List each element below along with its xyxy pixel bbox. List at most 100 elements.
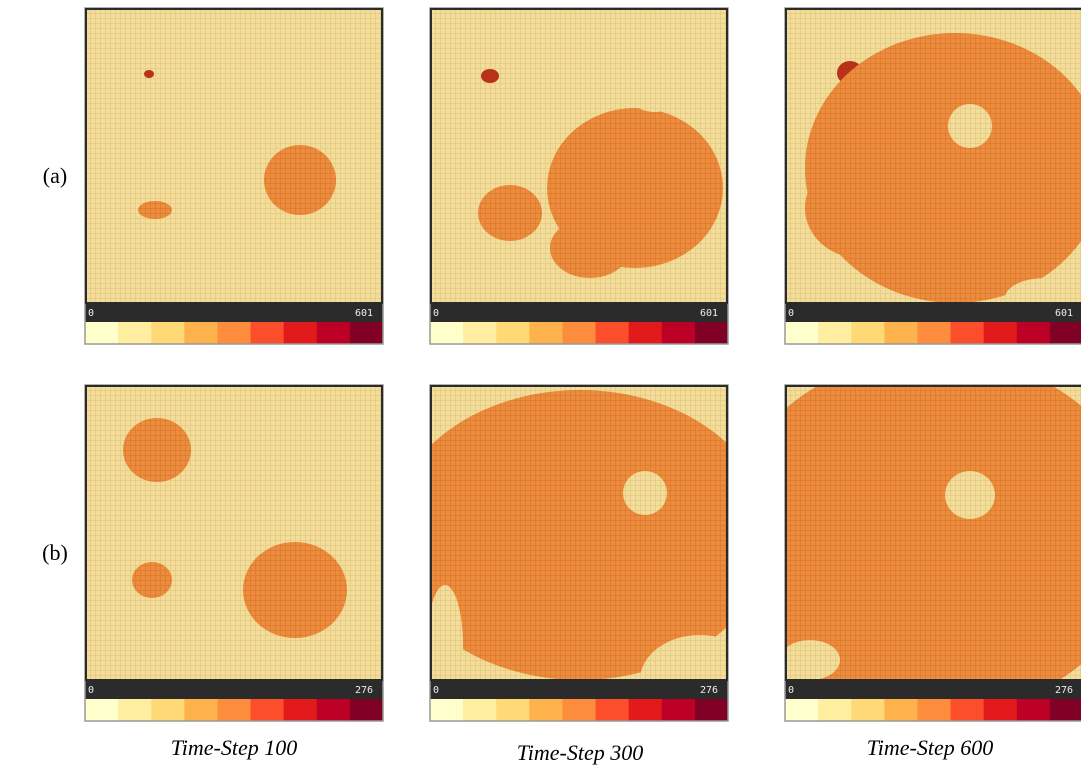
colorbar-cell [629,699,663,721]
colorbar-max: 601 [700,308,718,319]
colorbar-cell [529,322,563,344]
colorbar-cell [1050,322,1081,344]
colorbar-min: 0 [88,308,94,319]
colorbar-cell [217,699,251,721]
blob [481,69,499,83]
colorbar-cell [85,322,119,344]
blob [478,185,542,241]
colorbar-cell [184,322,218,344]
colorbar-cell [251,699,285,721]
colorbar-cell [463,322,497,344]
blob [725,355,1081,715]
figure: (a) 0 601 0 601 0 601 (b) 0 276 0 276 0 276 Time-Step … [0,0,1081,782]
colorbar-min: 0 [88,685,94,696]
colorbar-min: 0 [788,308,794,319]
blob [144,70,154,78]
blob [132,562,172,598]
colorbar-min: 0 [433,308,439,319]
colorbar-cell [662,699,696,721]
colorbar-cell [984,322,1018,344]
colorbar-cell [284,699,318,721]
info-bar [85,680,383,699]
colorbar-cell [317,322,351,344]
colorbar-max: 276 [700,685,718,696]
colorbar-cell [851,322,885,344]
colorbar-cell [984,699,1018,721]
panel: 0 601 [785,8,1081,344]
blob [243,542,347,638]
colorbar-cell [884,322,918,344]
colorbar-cell [529,699,563,721]
colorbar-cell [350,322,384,344]
column-label: Time-Step 600 [867,735,994,760]
row-label: (b) [42,540,68,565]
info-bar [785,680,1081,699]
column-label: Time-Step 100 [171,735,298,760]
panel: 0 276 [725,355,1081,721]
blob [264,145,336,215]
colorbar-cell [217,322,251,344]
column-label: Time-Step 300 [517,740,644,765]
info-bar [785,303,1081,322]
colorbar-cell [951,699,985,721]
colorbar-cell [463,699,497,721]
blob [621,48,689,112]
blob [945,471,995,519]
row-label: (a) [43,163,67,188]
colorbar-cell [118,322,152,344]
colorbar-cell [629,322,663,344]
panel: 0 276 [85,385,384,721]
info-bar [430,680,728,699]
colorbar-cell [184,699,218,721]
blobs [725,355,1081,715]
colorbar-cell [85,699,119,721]
colorbar-max: 601 [1055,308,1073,319]
colorbar-min: 0 [788,685,794,696]
info-bar [430,303,728,322]
blob [948,104,992,148]
colorbar-cell [851,699,885,721]
blob [780,640,840,680]
colorbar-cell [695,699,729,721]
colorbar-cell [596,699,630,721]
colorbar-cell [818,699,852,721]
colorbar-cell [151,322,185,344]
colorbar-min: 0 [433,685,439,696]
colorbar-cell [785,322,819,344]
colorbar-cell [562,322,596,344]
blobs [390,390,770,725]
colorbar-cell [695,322,729,344]
colorbar-cell [284,322,318,344]
colorbar-cell [430,699,464,721]
colorbar-cell [662,322,696,344]
heatmap-bg [85,385,383,680]
colorbar-cell [951,322,985,344]
blob [805,158,915,258]
colorbar-cell [917,322,951,344]
colorbar-cell [251,322,285,344]
colorbar-max: 276 [355,685,373,696]
colorbar-cell [496,322,530,344]
colorbar-cell [496,699,530,721]
blob [623,471,667,515]
colorbar-cell [1017,699,1051,721]
blob [138,201,172,219]
colorbar-cell [596,322,630,344]
colorbar-cell [884,699,918,721]
colorbar-cell [317,699,351,721]
blob [550,218,630,278]
panel: 0 601 [430,8,729,344]
colorbar-max: 276 [1055,685,1073,696]
colorbar-cell [151,699,185,721]
heatmap-bg [85,8,383,303]
panel: 0 601 [85,8,384,344]
colorbar-max: 601 [355,308,373,319]
panel: 0 276 [390,385,770,725]
colorbar-cell [430,322,464,344]
info-bar [85,303,383,322]
colorbar-cell [785,699,819,721]
colorbar-cell [350,699,384,721]
colorbar-cell [917,699,951,721]
colorbar-cell [1017,322,1051,344]
colorbar-cell [818,322,852,344]
